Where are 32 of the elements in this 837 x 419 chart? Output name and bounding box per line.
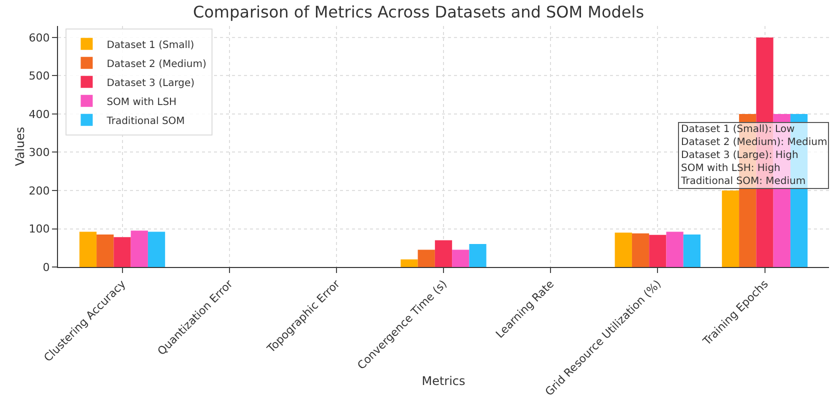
legend-label: Traditional SOM [106, 116, 185, 127]
y-tick-label: 500 [28, 70, 50, 83]
legend-label: Dataset 1 (Small) [106, 40, 194, 51]
bar [666, 232, 684, 267]
bar [400, 259, 418, 267]
y-tick-label: 600 [28, 31, 50, 44]
y-tick-label: 300 [28, 146, 50, 160]
y-axis-title: Values [12, 126, 27, 166]
y-tick-label: 200 [28, 184, 50, 198]
x-axis-title: Metrics [422, 374, 466, 388]
bar [130, 230, 148, 267]
bar [632, 233, 650, 267]
bar [79, 232, 97, 267]
annotation: Dataset 1 (Small): Low Dataset 2 (Medium): Medium Dataset 3 (Large): High SOM with LSH: High Traditional SOM: Medium [680, 124, 828, 187]
y-tick-label: 0 [42, 260, 50, 274]
y-tick-label: 400 [28, 108, 50, 121]
bar [469, 244, 486, 267]
chart-title: Comparison of Metrics Across Datasets and SOM Models [192, 2, 644, 22]
bar [649, 234, 666, 267]
bar [452, 250, 470, 267]
y-tick-label: 100 [28, 222, 50, 236]
bar [114, 237, 131, 267]
bar [683, 234, 700, 267]
bar [96, 234, 114, 267]
legend-label: Dataset 2 (Medium) [106, 58, 206, 70]
legend-label: SOM with LSH [106, 96, 177, 108]
bar [418, 250, 435, 267]
bar [722, 190, 740, 267]
bar [434, 240, 452, 267]
bar [148, 232, 166, 267]
bar [614, 232, 632, 267]
legend-label: Dataset 3 (Large) [106, 78, 195, 89]
